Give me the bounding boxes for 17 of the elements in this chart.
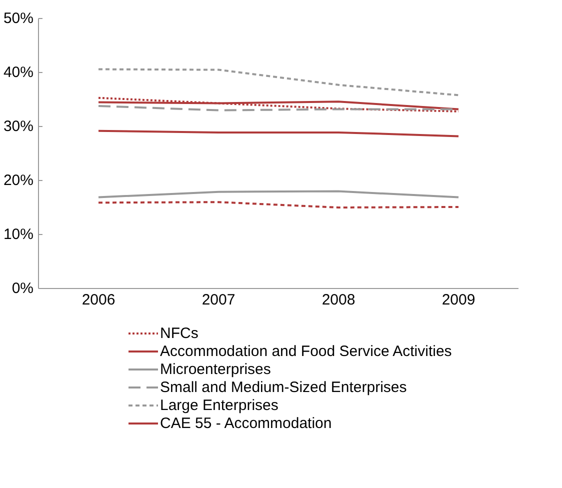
y-tick-label: 20% bbox=[3, 172, 34, 189]
x-tick-label: 2008 bbox=[322, 292, 356, 308]
x-tick-label: 2009 bbox=[442, 292, 476, 308]
legend-label: Small and Medium-Sized Enterprises bbox=[160, 378, 407, 396]
legend-label: Large Enterprises bbox=[160, 396, 278, 414]
legend-label: CAE 55 - Accommodation bbox=[160, 414, 332, 432]
x-tick-label: 2006 bbox=[82, 292, 116, 308]
y-tick-label: 30% bbox=[3, 118, 34, 135]
y-tick-label: 10% bbox=[3, 226, 34, 243]
legend-label: NFCs bbox=[160, 324, 198, 342]
legend-label: Microenterprises bbox=[160, 360, 271, 378]
x-tick-label: 2007 bbox=[202, 292, 236, 308]
y-tick-label: 0% bbox=[12, 280, 34, 297]
y-tick-label: 50% bbox=[3, 10, 34, 27]
line-series bbox=[98, 68, 460, 96]
legend-label: Accommodation and Food Service Activities bbox=[160, 342, 452, 360]
y-tick-label: 40% bbox=[3, 64, 34, 81]
